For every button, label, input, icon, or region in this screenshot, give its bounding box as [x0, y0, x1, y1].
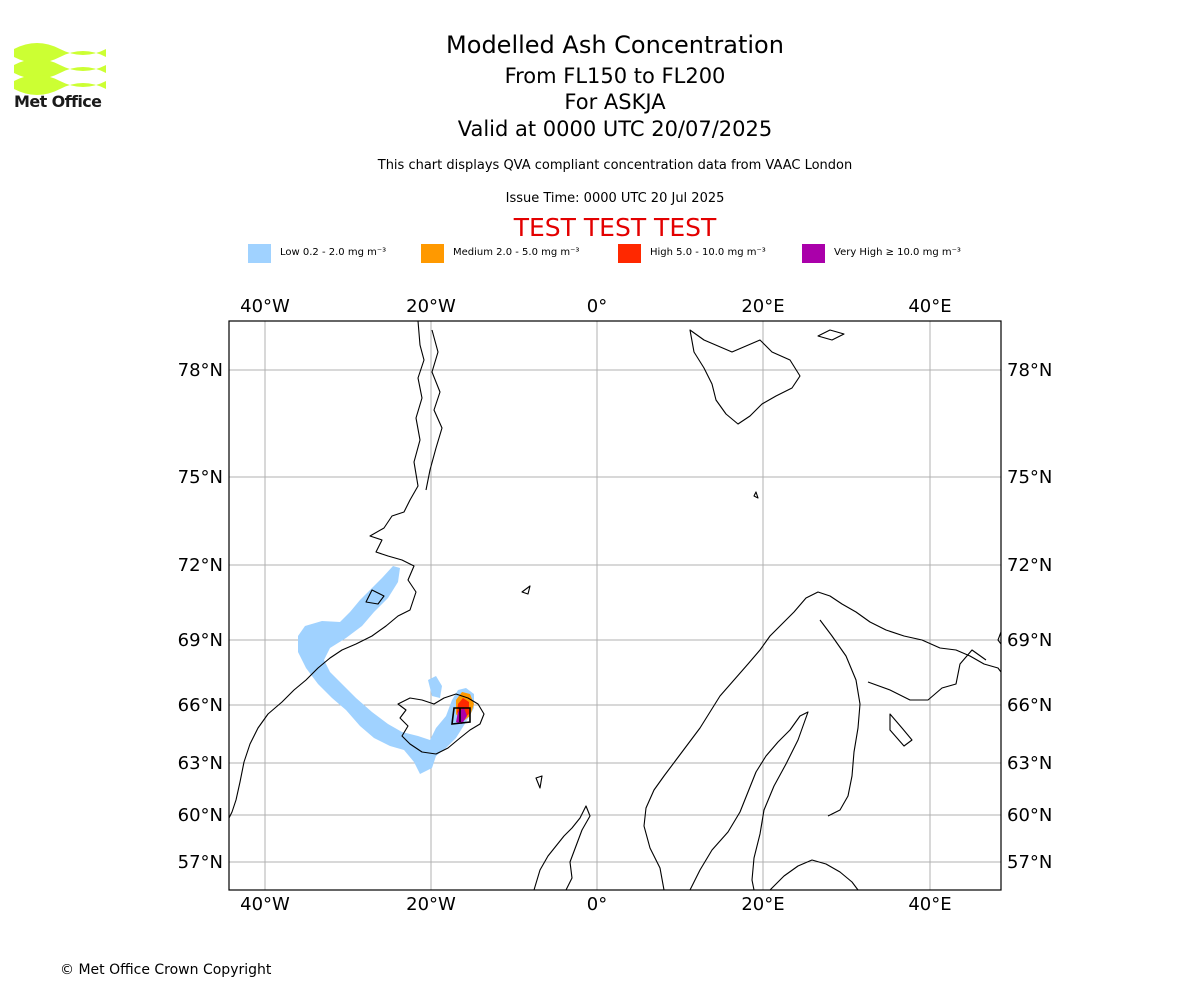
coastlines	[229, 321, 1001, 890]
legend: Low 0.2 - 2.0 mg m⁻³ Medium 2.0 - 5.0 mg…	[248, 244, 988, 264]
lat-tick-right: 69°N	[1007, 630, 1052, 651]
valid-time: Valid at 0000 UTC 20/07/2025	[457, 117, 773, 141]
lat-tick-left: 69°N	[178, 630, 223, 651]
issue-time: Issue Time: 0000 UTC 20 Jul 2025	[505, 191, 725, 206]
lat-tick-left: 75°N	[178, 467, 223, 488]
legend-label-low: Low 0.2 - 2.0 mg m⁻³	[280, 247, 387, 258]
lon-tick-top: 20°W	[406, 296, 456, 317]
legend-swatch-medium	[421, 244, 444, 263]
legend-swatch-low	[248, 244, 271, 263]
ash-patch-low	[428, 676, 442, 698]
scandinavia-outline	[643, 591, 1001, 890]
lon-ticks-bottom: 40°W 20°W 0° 20°E 40°E	[240, 894, 951, 915]
lon-tick-bottom: 20°W	[406, 894, 456, 915]
met-office-logo-text: Met Office	[14, 92, 102, 111]
lat-ticks-left: 78°N 75°N 72°N 69°N 66°N 63°N 60°N 57°N	[178, 360, 223, 873]
iceland-outline	[397, 693, 485, 755]
lat-tick-right: 72°N	[1007, 555, 1052, 576]
flight-level-range: From FL150 to FL200	[504, 64, 726, 88]
lat-ticks-right: 78°N 75°N 72°N 69°N 66°N 63°N 60°N 57°N	[1007, 360, 1052, 873]
lat-tick-left: 66°N	[178, 695, 223, 716]
lon-tick-bottom: 20°E	[741, 894, 784, 915]
lon-tick-bottom: 40°E	[908, 894, 951, 915]
ash-source-outline	[451, 707, 471, 725]
ash-plume-low	[298, 566, 474, 774]
chart-title: Modelled Ash Concentration	[446, 31, 784, 59]
lat-tick-left: 78°N	[178, 360, 223, 381]
map-frame	[228, 320, 1002, 891]
map-grid	[229, 321, 1001, 890]
lon-tick-top: 40°W	[240, 296, 290, 317]
volcano-name: For ASKJA	[564, 90, 666, 114]
legend-label-medium: Medium 2.0 - 5.0 mg m⁻³	[453, 247, 580, 258]
lon-tick-bottom: 40°W	[240, 894, 290, 915]
ash-very-high	[456, 708, 467, 724]
lat-tick-right: 57°N	[1007, 852, 1052, 873]
test-banner: TEST TEST TEST	[513, 213, 717, 242]
lon-tick-bottom: 0°	[587, 894, 607, 915]
legend-label-very-high: Very High ≥ 10.0 mg m⁻³	[834, 247, 961, 258]
lat-tick-left: 57°N	[178, 852, 223, 873]
legend-swatch-high	[618, 244, 641, 263]
lat-tick-left: 60°N	[178, 805, 223, 826]
legend-swatch-very-high	[802, 244, 825, 263]
lat-tick-left: 63°N	[178, 753, 223, 774]
legend-label-high: High 5.0 - 10.0 mg m⁻³	[650, 247, 766, 258]
lat-tick-right: 75°N	[1007, 467, 1052, 488]
lat-tick-left: 72°N	[178, 555, 223, 576]
copyright-notice: © Met Office Crown Copyright	[60, 962, 272, 978]
lon-tick-top: 20°E	[741, 296, 784, 317]
lat-tick-right: 60°N	[1007, 805, 1052, 826]
lat-tick-right: 63°N	[1007, 753, 1052, 774]
svalbard-outline	[689, 329, 801, 425]
lat-tick-right: 78°N	[1007, 360, 1052, 381]
met-office-logo-icon	[14, 43, 106, 95]
chart-description: This chart displays QVA compliant concen…	[377, 158, 853, 173]
lon-tick-top: 0°	[587, 296, 607, 317]
lon-tick-top: 40°E	[908, 296, 951, 317]
lat-tick-right: 66°N	[1007, 695, 1052, 716]
lon-ticks-top: 40°W 20°W 0° 20°E 40°E	[240, 296, 951, 317]
